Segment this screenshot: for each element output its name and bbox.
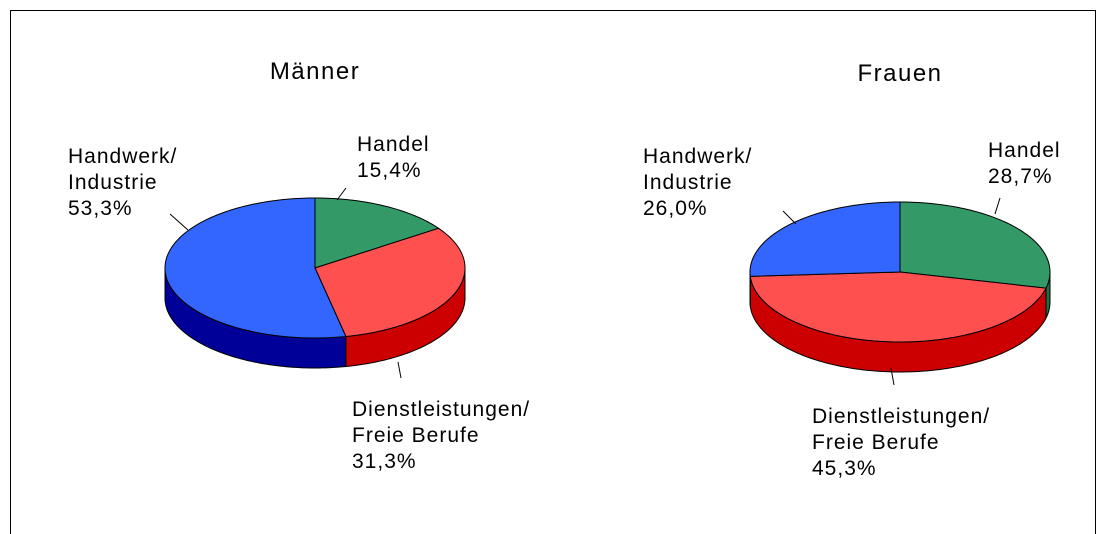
pie-slice <box>749 271 1047 343</box>
slice-label: Handwerk/ Industrie 26,0% <box>643 144 752 222</box>
pie-slice <box>314 227 466 338</box>
category-label: Handel <box>988 139 1061 162</box>
pie-title: Männer <box>269 58 361 85</box>
slice-label: Handel 15,4% <box>357 132 430 184</box>
value-label: 26,0% <box>643 197 708 220</box>
slice-label: Handwerk/ Industrie 53,3% <box>68 144 177 222</box>
leader-line <box>336 187 347 201</box>
value-label: 31,3% <box>352 450 417 473</box>
pie-slice <box>314 197 440 269</box>
pie-slice <box>749 201 901 277</box>
frame <box>10 10 1096 534</box>
slice-label: Dienstleistungen/ Freie Berufe 45,3% <box>812 404 990 482</box>
slice-label: Dienstleistungen/ Freie Berufe 31,3% <box>352 397 530 475</box>
leader-line <box>169 213 189 231</box>
value-label: 28,7% <box>988 165 1053 188</box>
leader-line <box>994 197 1001 215</box>
value-label: 15,4% <box>357 159 422 182</box>
category-label: Handwerk/ Industrie <box>643 145 753 194</box>
slice-label: Handel 28,7% <box>988 138 1061 190</box>
leader-line <box>397 361 402 379</box>
pie-slice <box>164 197 347 339</box>
category-label: Dienstleistungen/ Freie Berufe <box>812 405 991 454</box>
leader-line <box>890 367 895 386</box>
pie-slice <box>899 201 1051 289</box>
category-label: Dienstleistungen/ Freie Berufe <box>352 398 531 447</box>
category-label: Handel <box>357 133 430 156</box>
value-label: 45,3% <box>812 457 877 480</box>
category-label: Handwerk/ Industrie <box>68 145 178 194</box>
value-label: 53,3% <box>68 197 133 220</box>
pie-title: Frauen <box>857 60 943 87</box>
leader-line <box>782 210 797 225</box>
